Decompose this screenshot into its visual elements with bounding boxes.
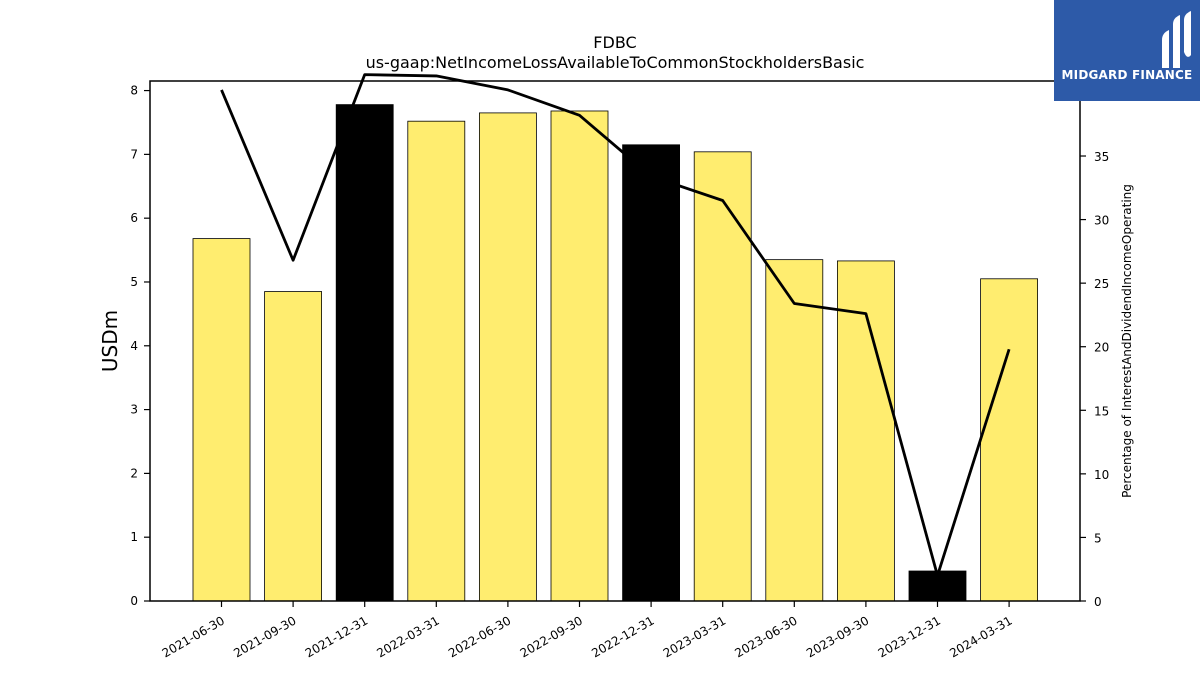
y2-tick-label: 35 — [1094, 150, 1109, 164]
y2-tick-label: 10 — [1094, 468, 1109, 482]
x-tick-label: 2023-06-30 — [732, 613, 799, 660]
x-tick-label: 2022-12-31 — [589, 613, 656, 660]
y-tick-label: 4 — [130, 339, 138, 353]
line-group — [220, 73, 1011, 577]
logo-icon — [1162, 11, 1191, 68]
y-axis-label: USDm — [98, 310, 122, 372]
bar — [192, 238, 251, 602]
bar — [335, 104, 394, 602]
chart-title: FDBC — [593, 33, 636, 52]
y2-axis-label: Percentage of InterestAndDividendIncomeO… — [1120, 184, 1134, 498]
x-tick-label: 2022-09-30 — [518, 613, 585, 660]
x-tick-label: 2022-03-31 — [374, 613, 441, 660]
x-tick-label: 2024-03-31 — [947, 613, 1014, 660]
y-tick-label: 7 — [130, 147, 138, 161]
x-tick-label: 2023-12-31 — [876, 613, 943, 660]
y-tick-label: 6 — [130, 211, 138, 225]
bar — [550, 110, 609, 602]
x-tick-label: 2021-09-30 — [231, 613, 298, 660]
y2-tick-label: 30 — [1094, 214, 1109, 228]
bar-group — [192, 104, 1038, 602]
bar — [765, 259, 824, 602]
y2-tick-label: 15 — [1094, 404, 1109, 418]
x-tick-label: 2022-06-30 — [446, 613, 513, 660]
x-axis: 2021-06-30 2021-09-30 2021-12-31 2022-03-31… — [160, 601, 1015, 660]
y-tick-label: 2 — [130, 466, 138, 480]
y-tick-label: 0 — [130, 594, 138, 608]
y-tick-label: 5 — [130, 275, 138, 289]
y2-tick-label: 0 — [1094, 595, 1102, 609]
y2-tick-label: 5 — [1094, 531, 1102, 545]
y2-tick-label: 20 — [1094, 341, 1109, 355]
bar — [980, 278, 1038, 602]
x-tick-label: 2023-03-31 — [661, 613, 728, 660]
chart-subtitle: us-gaap:NetIncomeLossAvailableToCommonSt… — [366, 53, 865, 72]
bar — [693, 151, 752, 602]
y2-tick-label: 25 — [1094, 277, 1109, 291]
y-tick-label: 3 — [130, 403, 138, 417]
x-tick-label: 2021-12-31 — [303, 613, 370, 660]
logo-text: MIDGARD FINANCE — [1061, 68, 1193, 82]
bar — [264, 291, 323, 602]
plot-frame — [149, 80, 1081, 602]
brand-logo: MIDGARD FINANCE — [1054, 0, 1200, 101]
line-series — [220, 73, 1011, 577]
y-axis-right: 0510152025303540 — [1080, 86, 1109, 609]
bar — [622, 144, 680, 602]
y-tick-label: 1 — [130, 530, 138, 544]
bar — [478, 112, 537, 602]
y-tick-label: 8 — [130, 84, 138, 98]
x-tick-label: 2021-06-30 — [160, 613, 227, 660]
x-tick-label: 2023-09-30 — [804, 613, 871, 660]
y-axis-left: 0 1 2 3 4 5 6 7 8 — [130, 84, 150, 608]
bar — [407, 120, 466, 602]
